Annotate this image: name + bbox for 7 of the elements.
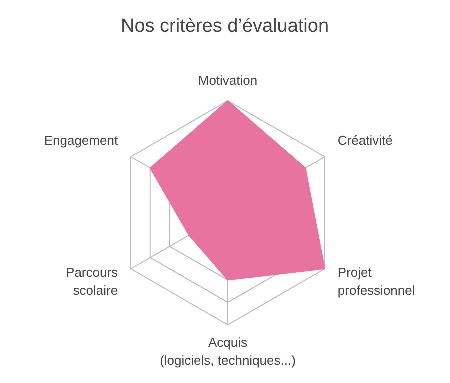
spoke-label: Motivation xyxy=(198,73,258,88)
chart-title: Nos critères d’évaluation xyxy=(120,16,330,38)
spoke-label: Acquis (logiciels, techniques...) xyxy=(160,335,296,368)
spoke-label: Créativité xyxy=(338,133,393,148)
spoke-label: Projet professionnel xyxy=(338,265,416,298)
spoke-label: Engagement xyxy=(44,133,118,148)
spoke-label: Parcours scolaire xyxy=(66,265,119,298)
